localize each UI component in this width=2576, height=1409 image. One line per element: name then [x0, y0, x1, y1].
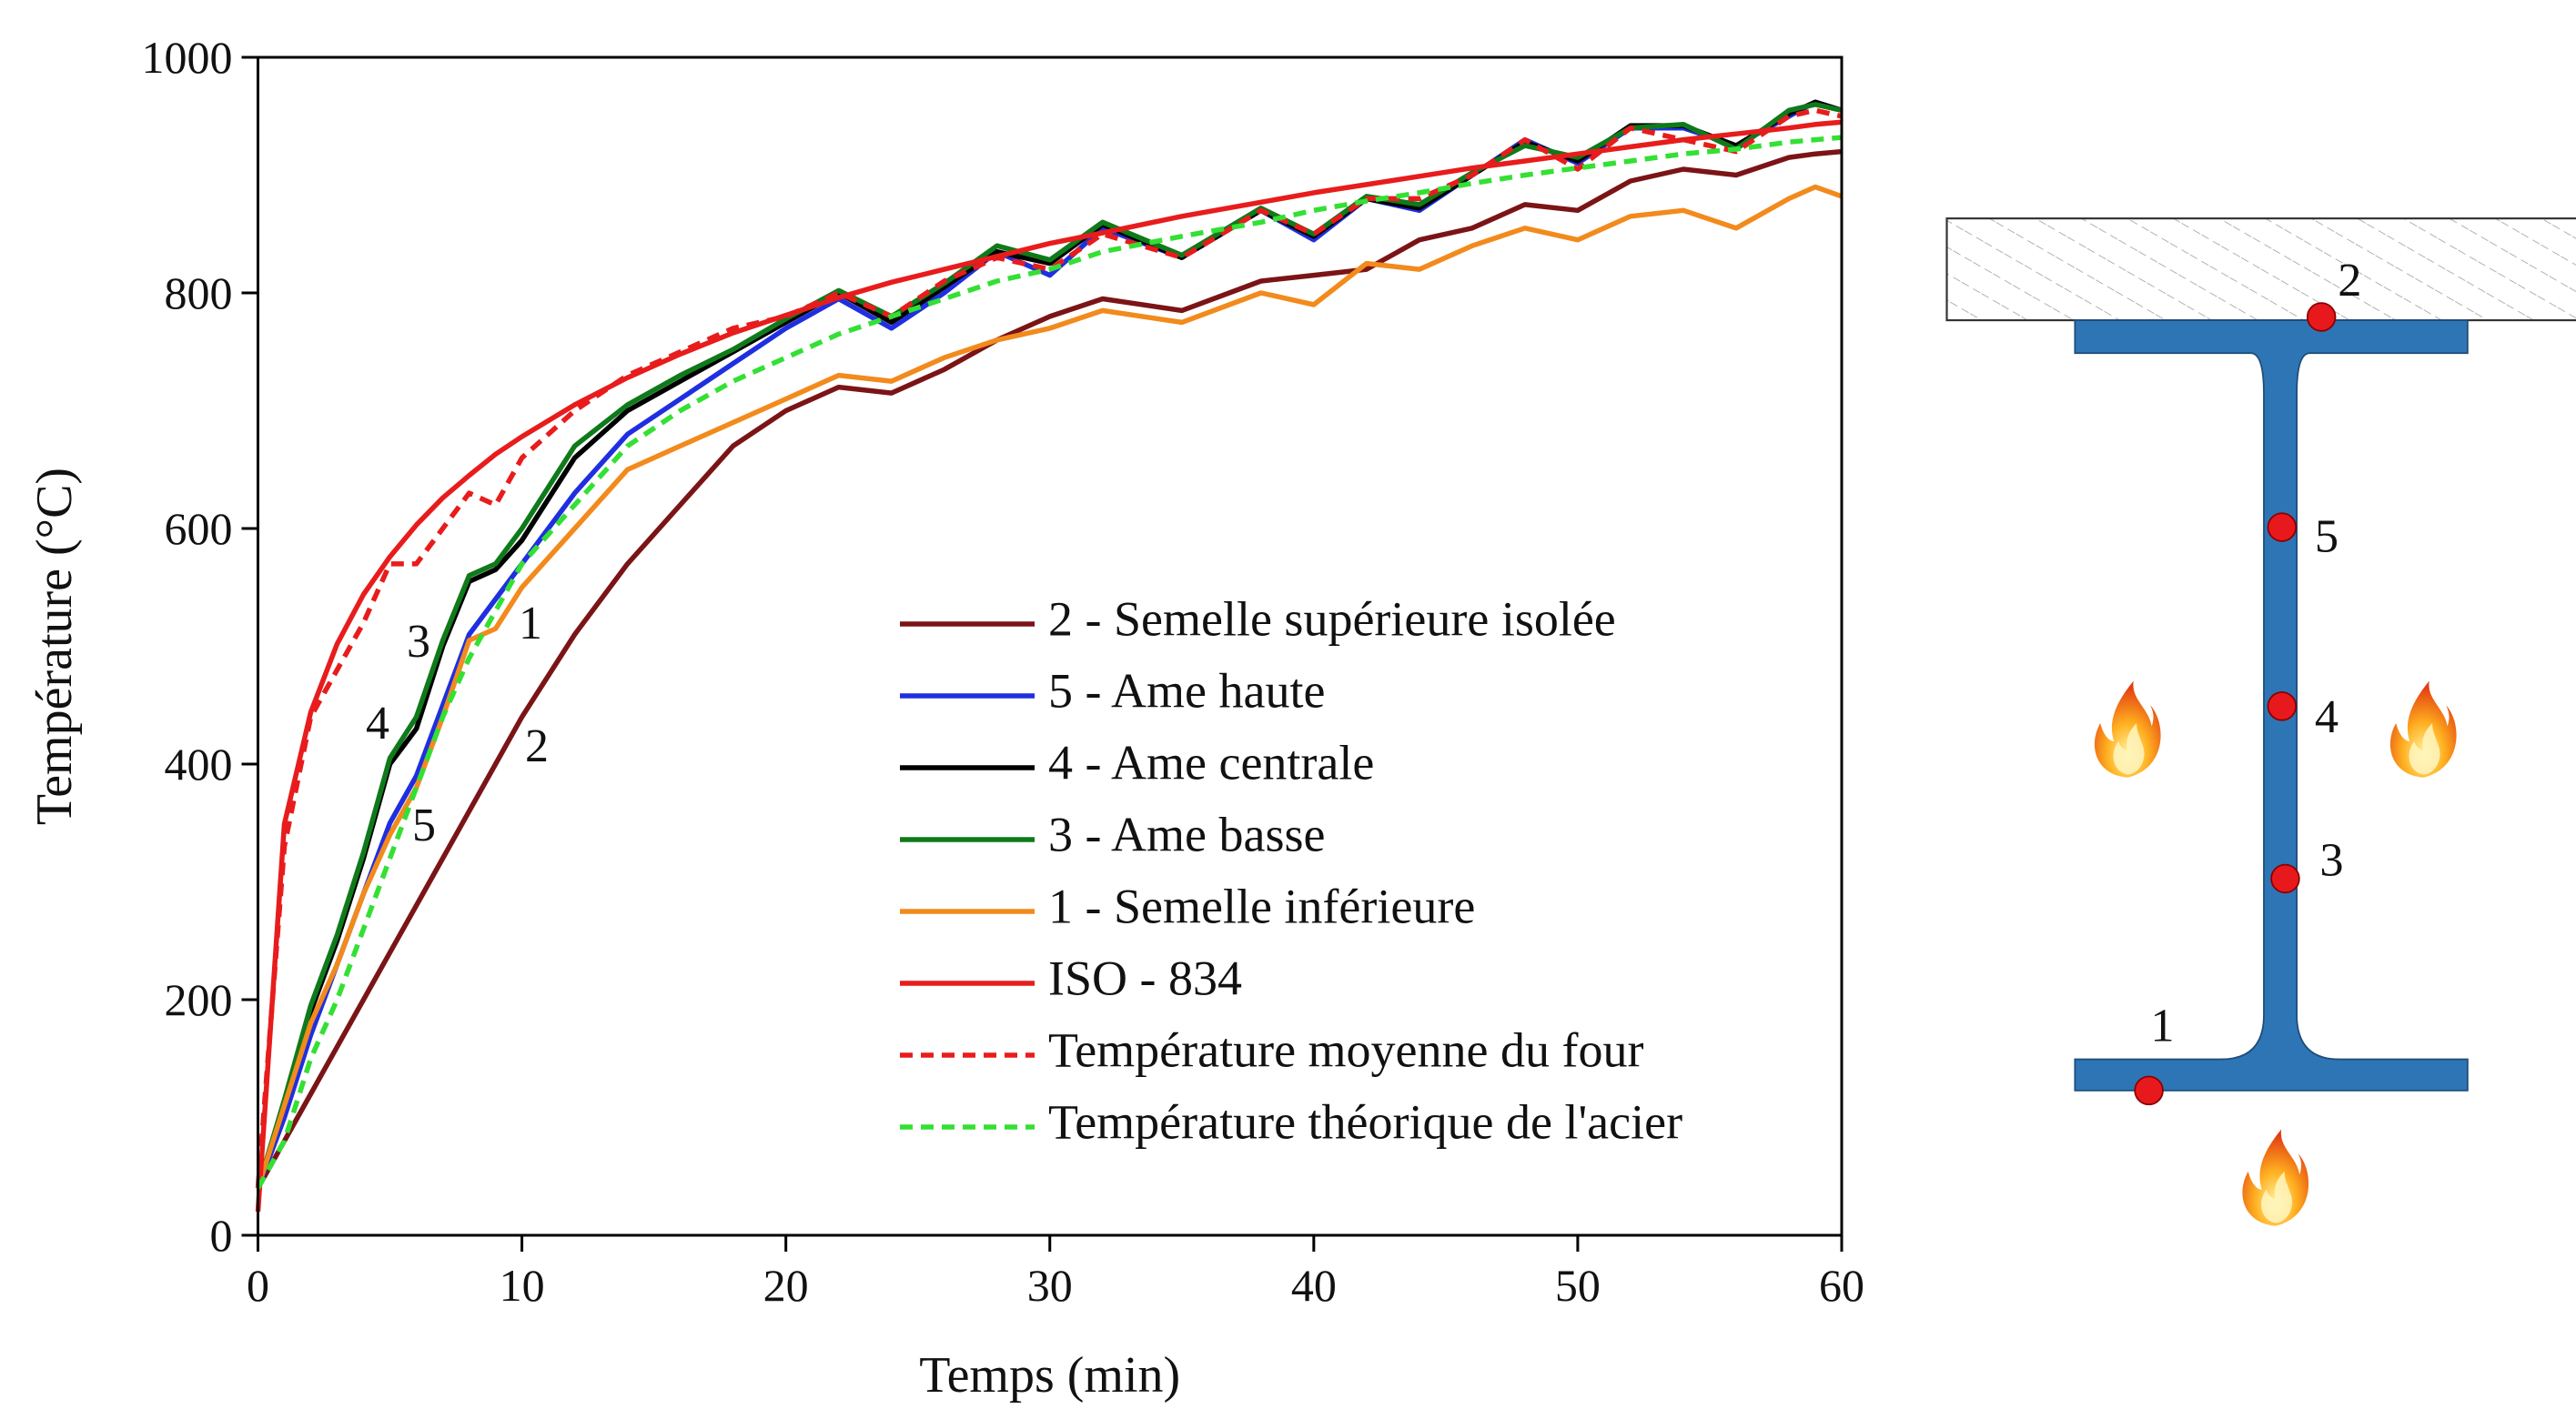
legend-label: ISO - 834 [1048, 951, 1242, 1005]
plot-frame [257, 55, 1844, 1237]
legend-label: 5 - Ame haute [1048, 663, 1325, 718]
x-tick-label: 60 [1819, 1260, 1864, 1311]
sensor [2267, 512, 2298, 542]
legend-label: 4 - Ame centrale [1048, 735, 1374, 790]
y-tick-label: 200 [165, 974, 233, 1025]
y-tick-label: 400 [165, 739, 233, 790]
curve-label: 5 [412, 800, 436, 851]
curve-label: 3 [407, 616, 430, 668]
y-tick-label: 800 [165, 267, 233, 318]
sensor-label: 3 [2319, 833, 2343, 886]
series-line [256, 148, 1843, 1190]
y-axis-label: Température (°C) [26, 468, 83, 825]
fire-icon [2094, 680, 2161, 778]
sensor [2306, 302, 2337, 332]
legend-label: 1 - Semelle inférieure [1048, 879, 1475, 933]
sensor-label: 2 [2338, 254, 2361, 307]
beam-diagram: 2 5 4 3 1 [1945, 217, 2576, 1226]
x-tick-label: 40 [1291, 1260, 1337, 1311]
curve-label: 1 [519, 598, 542, 649]
x-tick-label: 10 [500, 1260, 545, 1311]
sensor-label: 5 [2315, 510, 2339, 563]
slab [1945, 217, 2576, 322]
sensor [2267, 691, 2298, 721]
legend-label: 2 - Semelle supérieure isolée [1048, 591, 1616, 646]
sensor-label: 4 [2315, 690, 2339, 743]
x-tick-label: 30 [1027, 1260, 1073, 1311]
legend-label: Température moyenne du four [1048, 1022, 1643, 1077]
x-tick-label: 50 [1555, 1260, 1601, 1311]
curve-label: 4 [366, 698, 389, 750]
y-tick-label: 600 [165, 503, 233, 554]
sensor-label: 1 [2150, 1000, 2174, 1052]
y-tick-label: 0 [210, 1210, 233, 1261]
sensor [2134, 1075, 2164, 1106]
x-tick-label: 20 [763, 1260, 809, 1311]
series-line [255, 119, 1843, 1213]
sensor [2270, 863, 2300, 894]
x-tick-label: 0 [247, 1260, 269, 1311]
legend-label: 3 - Ame basse [1048, 807, 1325, 861]
curve-label: 2 [525, 720, 549, 772]
legend-label: Température théorique de l'acier [1048, 1094, 1682, 1149]
fire-icon [2242, 1129, 2309, 1226]
y-tick-label: 1000 [142, 32, 233, 83]
x-axis-label: Temps (min) [919, 1347, 1180, 1404]
fire-icon [2389, 680, 2457, 778]
series-line [256, 135, 1843, 1190]
